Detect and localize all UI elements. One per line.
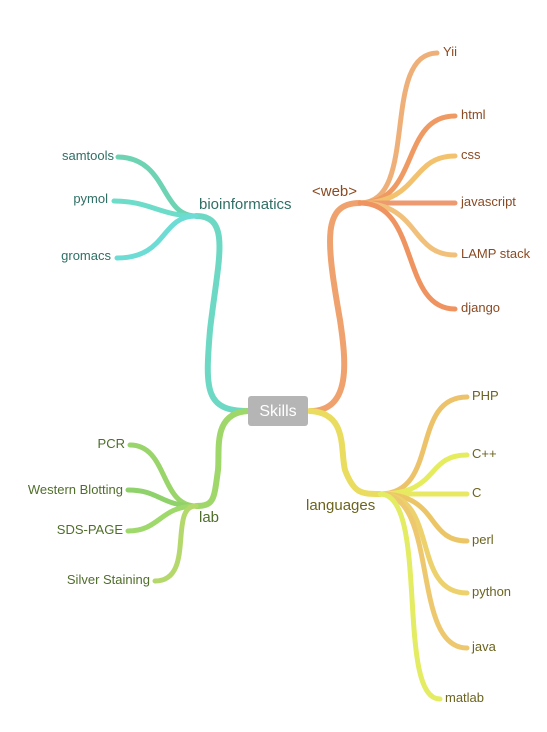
leaf-silver-staining[interactable]: Silver Staining bbox=[67, 572, 150, 587]
leaf-html[interactable]: html bbox=[461, 107, 486, 122]
branch-django bbox=[357, 200, 458, 312]
leaf-matlab[interactable]: matlab bbox=[445, 690, 484, 705]
branch-lab bbox=[193, 408, 251, 509]
leaf-c[interactable]: C bbox=[472, 485, 481, 500]
leaf-pymol[interactable]: pymol bbox=[73, 191, 108, 206]
leaf-yii[interactable]: Yii bbox=[443, 44, 457, 59]
root-node-box bbox=[248, 396, 308, 426]
leaf-php[interactable]: PHP bbox=[472, 388, 499, 403]
branch-web bbox=[307, 200, 363, 414]
leaf-cpp[interactable]: C++ bbox=[472, 446, 497, 461]
group-label-lab[interactable]: lab bbox=[199, 509, 219, 526]
branch-lines bbox=[111, 50, 470, 702]
root-node-label: Skills bbox=[259, 403, 296, 420]
leaf-css[interactable]: css bbox=[461, 147, 481, 162]
leaf-sds-page[interactable]: SDS-PAGE bbox=[57, 522, 124, 537]
leaf-django[interactable]: django bbox=[461, 300, 500, 315]
branch-yii bbox=[357, 50, 440, 206]
leaf-pcr[interactable]: PCR bbox=[98, 436, 125, 451]
leaf-python[interactable]: python bbox=[472, 584, 511, 599]
root-node[interactable]: Skills bbox=[248, 396, 308, 426]
leaf-java[interactable]: java bbox=[471, 639, 497, 654]
leaf-perl[interactable]: perl bbox=[472, 532, 494, 547]
leaf-javascript[interactable]: javascript bbox=[460, 194, 516, 209]
group-label-web[interactable]: <web> bbox=[312, 183, 357, 200]
branch-languages bbox=[307, 408, 383, 497]
branch-western-blotting bbox=[125, 487, 199, 509]
leaf-samtools[interactable]: samtools bbox=[62, 148, 115, 163]
branch-gromacs bbox=[114, 213, 199, 261]
branch-java bbox=[377, 491, 470, 651]
branch-php bbox=[377, 394, 470, 497]
group-label-bioinformatics[interactable]: bioinformatics bbox=[199, 196, 292, 213]
group-label-languages[interactable]: languages bbox=[306, 497, 375, 514]
branch-cpp bbox=[377, 452, 470, 497]
branch-sds-page bbox=[125, 503, 199, 534]
branch-bioinformatics bbox=[193, 213, 251, 414]
branch-matlab bbox=[377, 491, 443, 702]
leaf-lamp-stack[interactable]: LAMP stack bbox=[461, 246, 531, 261]
branch-pymol bbox=[111, 198, 199, 219]
branch-silver-staining bbox=[152, 503, 199, 584]
leaf-gromacs[interactable]: gromacs bbox=[61, 248, 111, 263]
leaf-western-blotting[interactable]: Western Blotting bbox=[28, 482, 123, 497]
